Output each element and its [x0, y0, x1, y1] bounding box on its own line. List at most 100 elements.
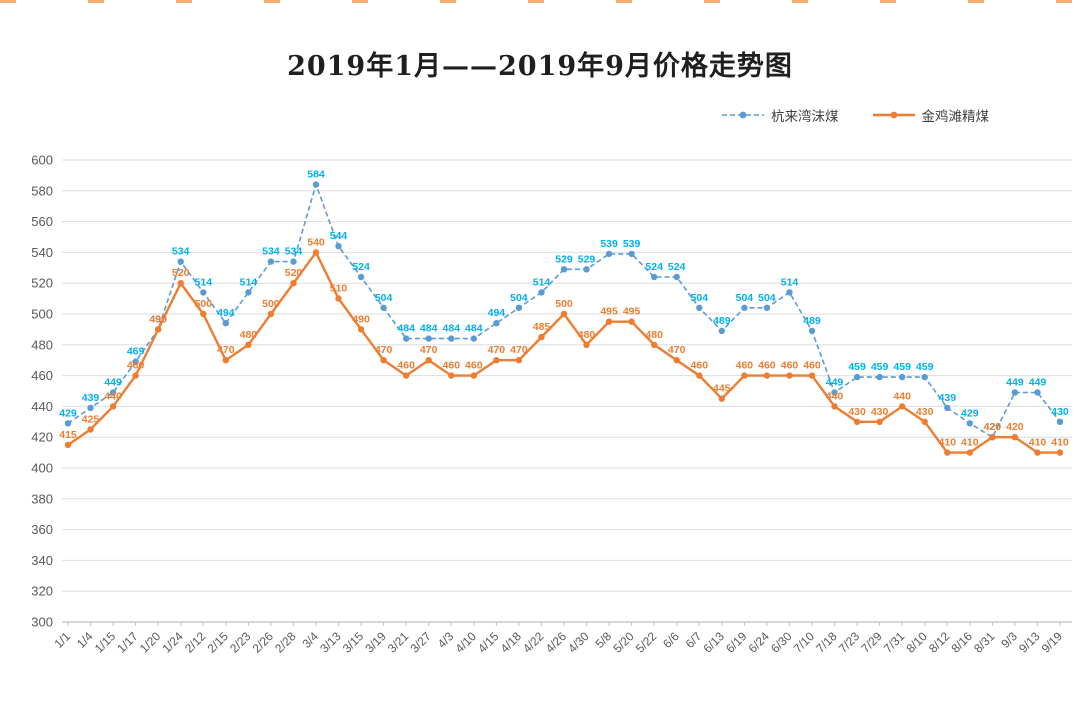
- data-point-marker: [290, 280, 297, 287]
- data-label: 459: [916, 361, 934, 373]
- data-label: 504: [510, 292, 528, 304]
- svg-text:1/15: 1/15: [92, 629, 119, 656]
- data-point-marker: [177, 280, 184, 287]
- svg-text:3/15: 3/15: [340, 629, 367, 656]
- data-label: 460: [736, 360, 754, 372]
- data-label: 470: [510, 344, 528, 356]
- legend-label-series-0: 杭来湾沫煤: [771, 109, 839, 124]
- legend-item-series-1[interactable]: 金鸡滩精煤: [872, 105, 990, 125]
- svg-text:8/31: 8/31: [971, 629, 998, 656]
- data-point-marker: [380, 304, 387, 311]
- data-label: 534: [172, 246, 190, 258]
- data-label: 510: [330, 283, 348, 295]
- svg-text:560: 560: [31, 214, 53, 229]
- data-label: 489: [803, 315, 821, 327]
- data-label: 500: [555, 298, 573, 310]
- data-label: 470: [668, 344, 686, 356]
- data-point-marker: [87, 404, 94, 412]
- data-point-marker: [989, 434, 996, 441]
- data-label: 484: [420, 323, 438, 335]
- svg-text:3/13: 3/13: [317, 629, 344, 656]
- data-point-marker: [538, 333, 545, 341]
- svg-text:8/16: 8/16: [949, 629, 976, 656]
- data-label: 470: [420, 344, 438, 356]
- data-point-marker: [87, 426, 94, 433]
- legend: 杭来湾沫煤 金鸡滩精煤: [722, 105, 989, 125]
- data-label: 490: [352, 313, 370, 325]
- data-label: 430: [848, 406, 866, 418]
- data-label: 460: [803, 360, 821, 372]
- data-point-marker: [876, 373, 883, 381]
- svg-text:7/10: 7/10: [791, 629, 818, 656]
- svg-text:420: 420: [31, 430, 53, 445]
- data-point-marker: [109, 403, 117, 410]
- chart-title: 2019年1月——2019年9月价格走势图: [287, 51, 793, 82]
- data-point-marker: [64, 420, 72, 427]
- data-label: 520: [172, 267, 190, 279]
- data-label: 415: [59, 429, 77, 441]
- data-point-marker: [1034, 389, 1041, 396]
- data-label: 460: [465, 360, 483, 372]
- data-label: 495: [600, 306, 618, 318]
- svg-text:9/13: 9/13: [1016, 629, 1043, 656]
- data-point-marker: [357, 326, 365, 333]
- data-label: 524: [645, 261, 663, 273]
- data-label: 420: [984, 421, 1002, 433]
- data-label: 514: [781, 276, 799, 288]
- data-point-marker: [673, 357, 680, 364]
- data-label: 489: [713, 315, 731, 327]
- data-point-marker: [944, 449, 951, 456]
- data-point-marker: [741, 372, 748, 379]
- svg-text:2/23: 2/23: [227, 629, 254, 656]
- data-label: 439: [939, 392, 957, 404]
- svg-text:3/27: 3/27: [407, 629, 434, 656]
- data-label: 460: [397, 360, 415, 372]
- data-point-marker: [245, 289, 252, 296]
- data-point-marker: [470, 372, 477, 379]
- data-point-marker: [64, 441, 72, 449]
- data-label: 524: [352, 261, 370, 273]
- data-point-marker: [290, 258, 297, 265]
- data-point-marker: [245, 341, 252, 348]
- data-point-marker: [763, 304, 771, 311]
- data-label: 520: [285, 267, 303, 279]
- data-label: 470: [488, 344, 506, 356]
- data-label: 445: [713, 383, 731, 395]
- data-label: 440: [104, 390, 122, 402]
- data-point-marker: [200, 310, 207, 318]
- legend-item-series-0[interactable]: 杭来湾沫煤: [722, 105, 839, 125]
- svg-text:580: 580: [31, 183, 53, 198]
- data-point-marker: [1011, 434, 1019, 441]
- data-label: 480: [578, 329, 596, 341]
- data-label: 459: [848, 361, 866, 373]
- svg-text:8/12: 8/12: [926, 629, 953, 656]
- svg-text:6/19: 6/19: [723, 629, 750, 656]
- data-label: 460: [443, 360, 461, 372]
- svg-text:2/12: 2/12: [182, 629, 209, 656]
- data-point-marker: [921, 373, 928, 381]
- data-point-marker: [425, 335, 432, 342]
- data-label: 410: [961, 437, 979, 449]
- data-point-marker: [944, 404, 951, 412]
- data-label: 484: [397, 323, 415, 335]
- data-label: 469: [127, 346, 145, 358]
- data-point-marker: [470, 335, 477, 342]
- data-point-marker: [267, 258, 275, 265]
- data-point-marker: [538, 289, 545, 296]
- data-point-marker: [425, 357, 432, 364]
- data-label: 534: [285, 246, 303, 258]
- svg-text:460: 460: [31, 368, 53, 383]
- data-label: 539: [623, 238, 641, 250]
- svg-text:7/29: 7/29: [858, 629, 885, 656]
- data-label: 490: [149, 313, 167, 325]
- svg-text:340: 340: [31, 553, 53, 568]
- data-point-marker: [696, 372, 703, 379]
- data-label: 534: [262, 246, 280, 258]
- data-label: 544: [330, 230, 348, 242]
- svg-text:1/24: 1/24: [159, 629, 186, 656]
- legend-label-series-1: 金鸡滩精煤: [921, 109, 990, 124]
- svg-text:360: 360: [31, 522, 53, 537]
- svg-text:1/1: 1/1: [51, 629, 73, 651]
- data-label: 440: [826, 390, 844, 402]
